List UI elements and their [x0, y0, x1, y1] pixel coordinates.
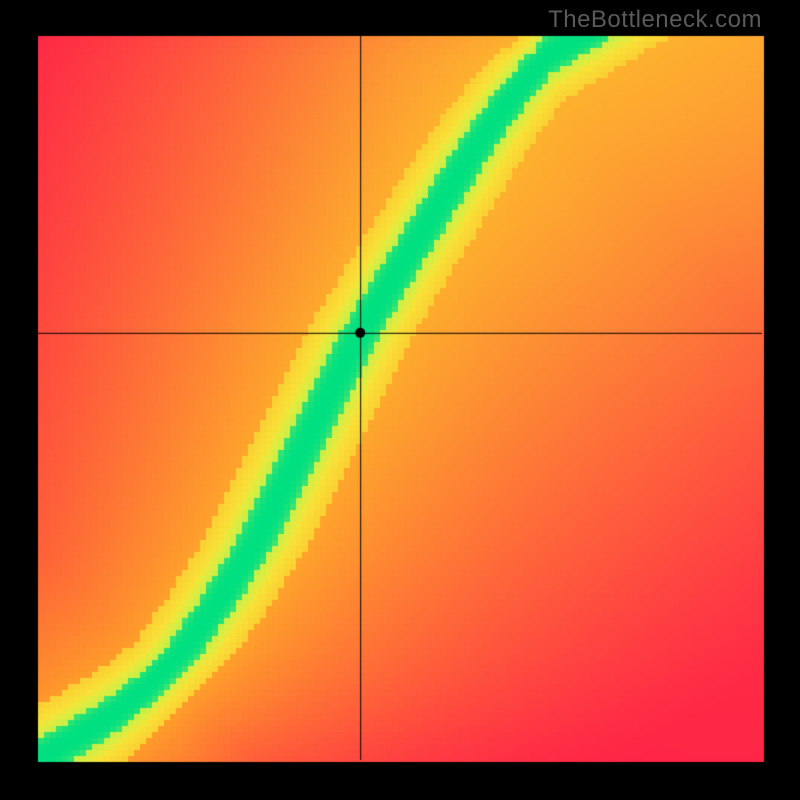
watermark-label: TheBottleneck.com	[548, 6, 762, 34]
bottleneck-heatmap	[0, 0, 800, 800]
chart-container: TheBottleneck.com	[0, 0, 800, 800]
